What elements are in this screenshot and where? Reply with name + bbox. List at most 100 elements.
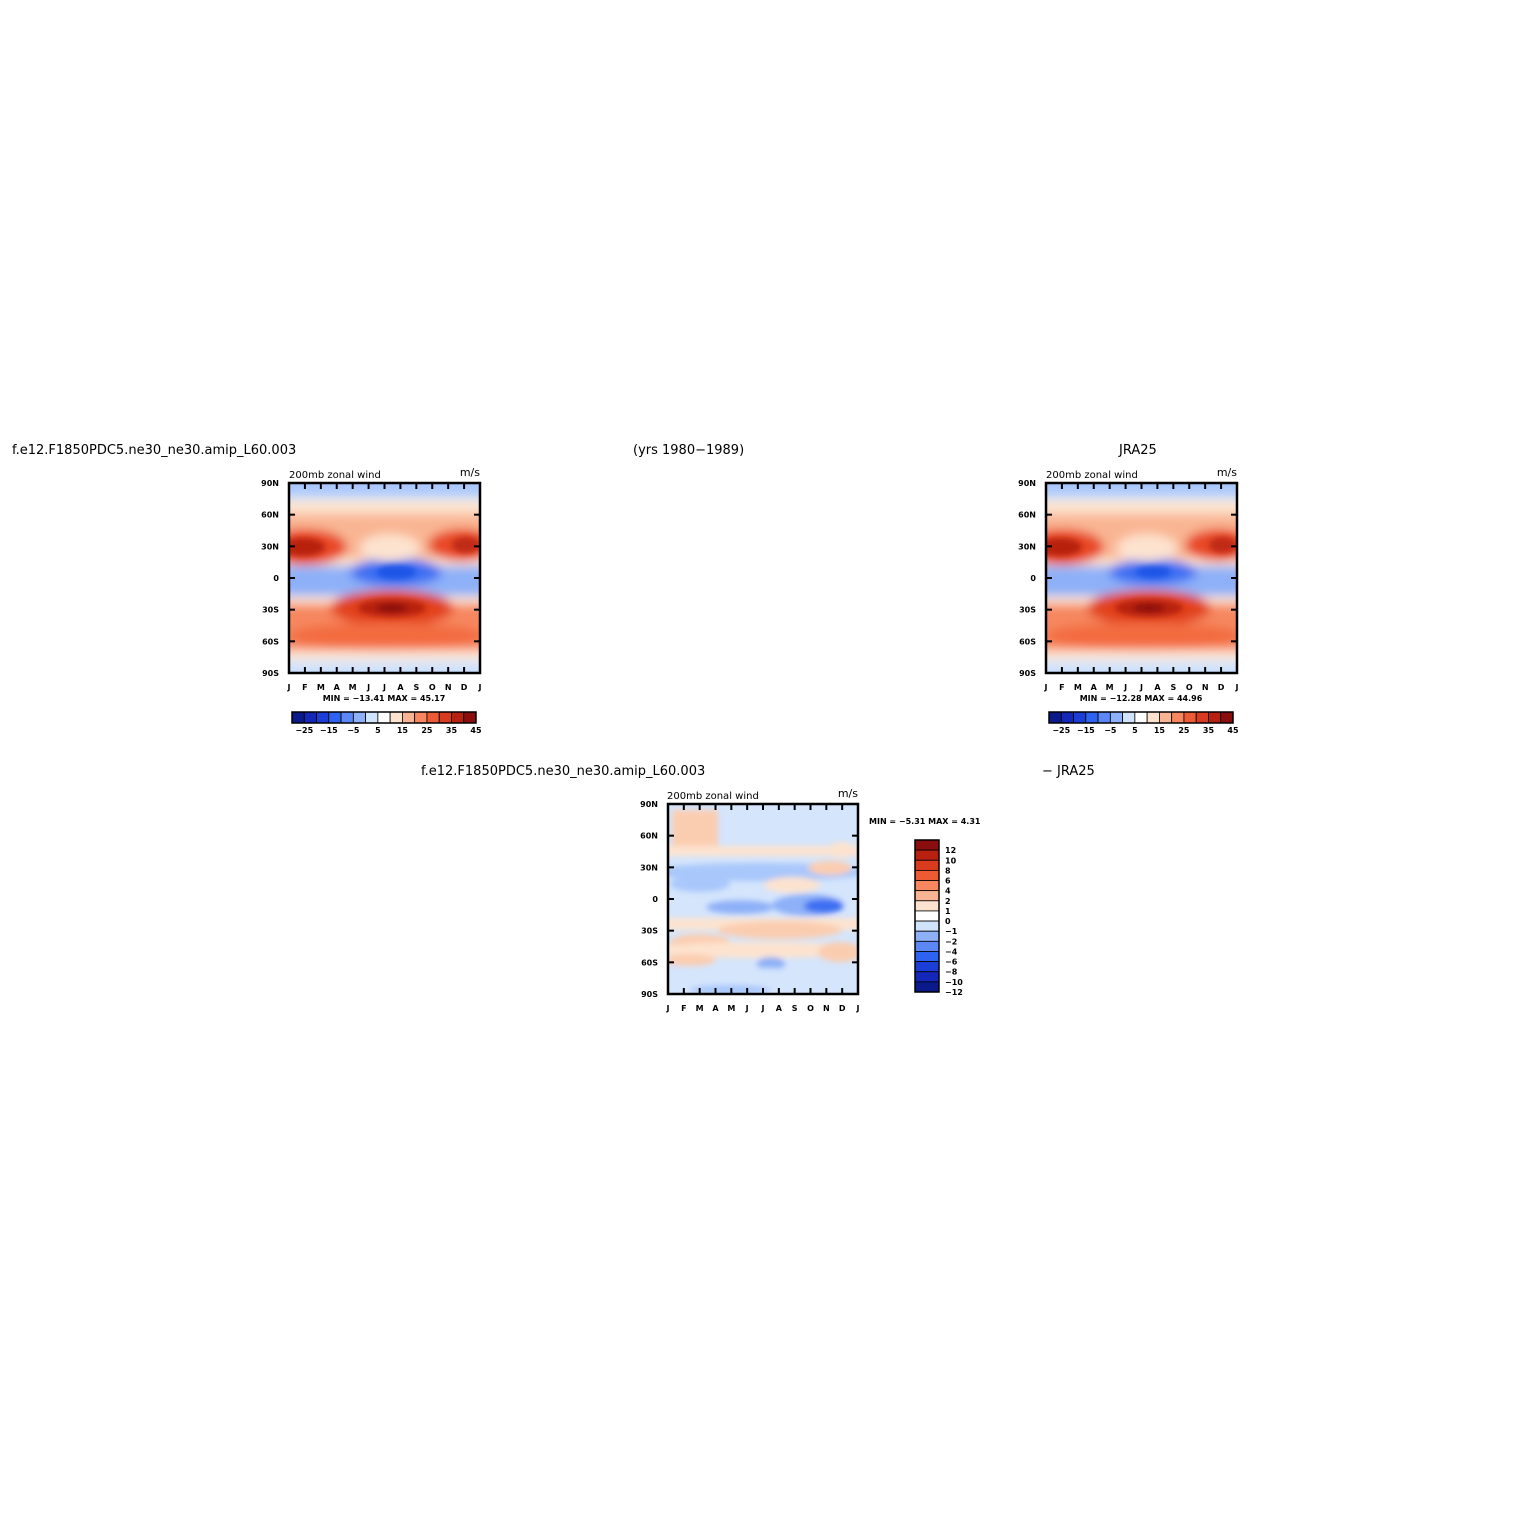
- colorbar-swatch: [1122, 711, 1136, 724]
- colorbar-label: 5: [375, 726, 381, 735]
- x-tick-label: D: [461, 683, 468, 692]
- colorbar-swatch: [1109, 711, 1124, 724]
- x-tick-label: A: [1091, 683, 1098, 692]
- x-tick-label: O: [807, 1004, 814, 1013]
- diff-obs-name-title: − JRA25: [1042, 764, 1095, 779]
- x-tick-label: A: [397, 683, 404, 692]
- x-tick-label: A: [712, 1004, 719, 1013]
- x-tick-label: A: [776, 1004, 783, 1013]
- colorbar-swatch: [328, 711, 342, 724]
- colorbar-label: 35: [1203, 726, 1215, 735]
- colorbar-swatch: [914, 890, 940, 902]
- colorbar-swatch: [914, 951, 940, 963]
- colorbar-label: 4: [945, 887, 951, 896]
- colorbar-swatch: [1048, 711, 1062, 724]
- y-tick-label: 30S: [1019, 606, 1036, 615]
- x-tick-label: M: [727, 1004, 735, 1013]
- colorbar-frame: [1048, 711, 1234, 724]
- colorbar-swatch: [340, 711, 354, 724]
- colorbar-swatch: [316, 711, 330, 724]
- y-tick-label: 60S: [1019, 637, 1036, 646]
- model-min-max-stats: MIN = −13.41 MAX = 45.17: [323, 694, 446, 703]
- colorbar-swatch: [914, 920, 940, 932]
- diff-contour-field: [668, 804, 858, 994]
- x-tick-label: J: [1123, 683, 1127, 692]
- x-tick-label: J: [382, 683, 386, 692]
- x-tick-label: J: [745, 1004, 749, 1013]
- colorbar-swatch: [914, 930, 940, 942]
- x-tick-label: M: [1074, 683, 1082, 692]
- colorbar-label: 15: [1154, 726, 1166, 735]
- y-tick-label: 90N: [261, 479, 279, 488]
- colorbar-swatch: [914, 900, 940, 912]
- colorbar-swatch: [426, 711, 440, 724]
- x-tick-label: D: [839, 1004, 846, 1013]
- obs-contour-field: [1046, 483, 1237, 673]
- colorbar-swatch: [365, 711, 379, 724]
- colorbar-swatch: [914, 940, 940, 952]
- y-tick-label: 60N: [1018, 511, 1036, 520]
- model-plot-units: m/s: [460, 466, 480, 479]
- colorbar-label: −2: [945, 937, 957, 946]
- y-tick-label: 90N: [640, 800, 658, 809]
- colorbar-label: −8: [945, 968, 958, 977]
- colorbar-label: −6: [945, 958, 958, 967]
- model-contour-field: [289, 483, 480, 673]
- x-tick-label: D: [1218, 683, 1225, 692]
- y-tick-label: 90S: [641, 990, 658, 999]
- colorbar-swatch: [914, 859, 940, 871]
- colorbar-label: 12: [945, 846, 956, 855]
- y-tick-label: 30S: [641, 927, 658, 936]
- colorbar-swatch: [914, 971, 940, 983]
- colorbar-swatch: [291, 711, 305, 724]
- x-tick-label: J: [366, 683, 370, 692]
- colorbar-label: −10: [945, 978, 963, 987]
- y-tick-label: 30S: [262, 606, 279, 615]
- colorbar-swatch: [914, 870, 940, 881]
- colorbar-swatch: [914, 961, 940, 973]
- x-tick-label: A: [1154, 683, 1161, 692]
- colorbar-label: 8: [945, 866, 951, 875]
- colorbar-label: −15: [1077, 726, 1095, 735]
- colorbar-swatch: [914, 981, 940, 993]
- x-tick-label: S: [792, 1004, 798, 1013]
- y-tick-label: 0: [652, 895, 658, 904]
- colorbar-label: 45: [1227, 726, 1239, 735]
- colorbar-swatch: [451, 711, 465, 724]
- colorbar-label: 45: [470, 726, 482, 735]
- x-tick-label: J: [1235, 683, 1239, 692]
- x-tick-label: J: [478, 683, 482, 692]
- x-tick-label: O: [1186, 683, 1193, 692]
- colorbar-label: 5: [1132, 726, 1138, 735]
- colorbar-swatch: [1159, 711, 1173, 724]
- obs-plot-title: 200mb zonal wind: [1046, 470, 1138, 481]
- colorbar-swatch: [1134, 711, 1148, 724]
- y-tick-label: 60S: [641, 958, 658, 967]
- colorbar-label: 1: [945, 907, 951, 916]
- y-tick-label: 90N: [1018, 479, 1036, 488]
- y-tick-label: 0: [1030, 574, 1036, 583]
- x-tick-label: N: [1202, 683, 1209, 692]
- colorbar-swatch: [914, 910, 940, 922]
- colorbar-swatch: [1073, 711, 1087, 724]
- colorbar-swatch: [1097, 711, 1111, 724]
- y-tick-label: 60S: [262, 637, 279, 646]
- x-tick-label: A: [334, 683, 341, 692]
- colorbar-label: 10: [945, 856, 957, 865]
- colorbar-swatch: [1146, 711, 1160, 724]
- diff-plot-title: 200mb zonal wind: [667, 791, 759, 802]
- colorbar-swatch: [401, 711, 416, 724]
- colorbar-label: −15: [320, 726, 338, 735]
- diff-case-name-title: f.e12.F1850PDC5.ne30_ne30.amip_L60.003: [421, 764, 706, 779]
- x-tick-label: M: [349, 683, 357, 692]
- colorbar-swatch: [1060, 711, 1074, 724]
- colorbar-swatch: [914, 880, 940, 892]
- x-tick-label: F: [1059, 683, 1064, 692]
- y-tick-label: 90S: [1019, 669, 1036, 678]
- colorbar-label: −25: [295, 726, 313, 735]
- colorbar-swatch: [1085, 711, 1099, 724]
- colorbar-swatch: [914, 839, 940, 851]
- obs-plot-units: m/s: [1217, 466, 1237, 479]
- x-tick-label: F: [681, 1004, 686, 1013]
